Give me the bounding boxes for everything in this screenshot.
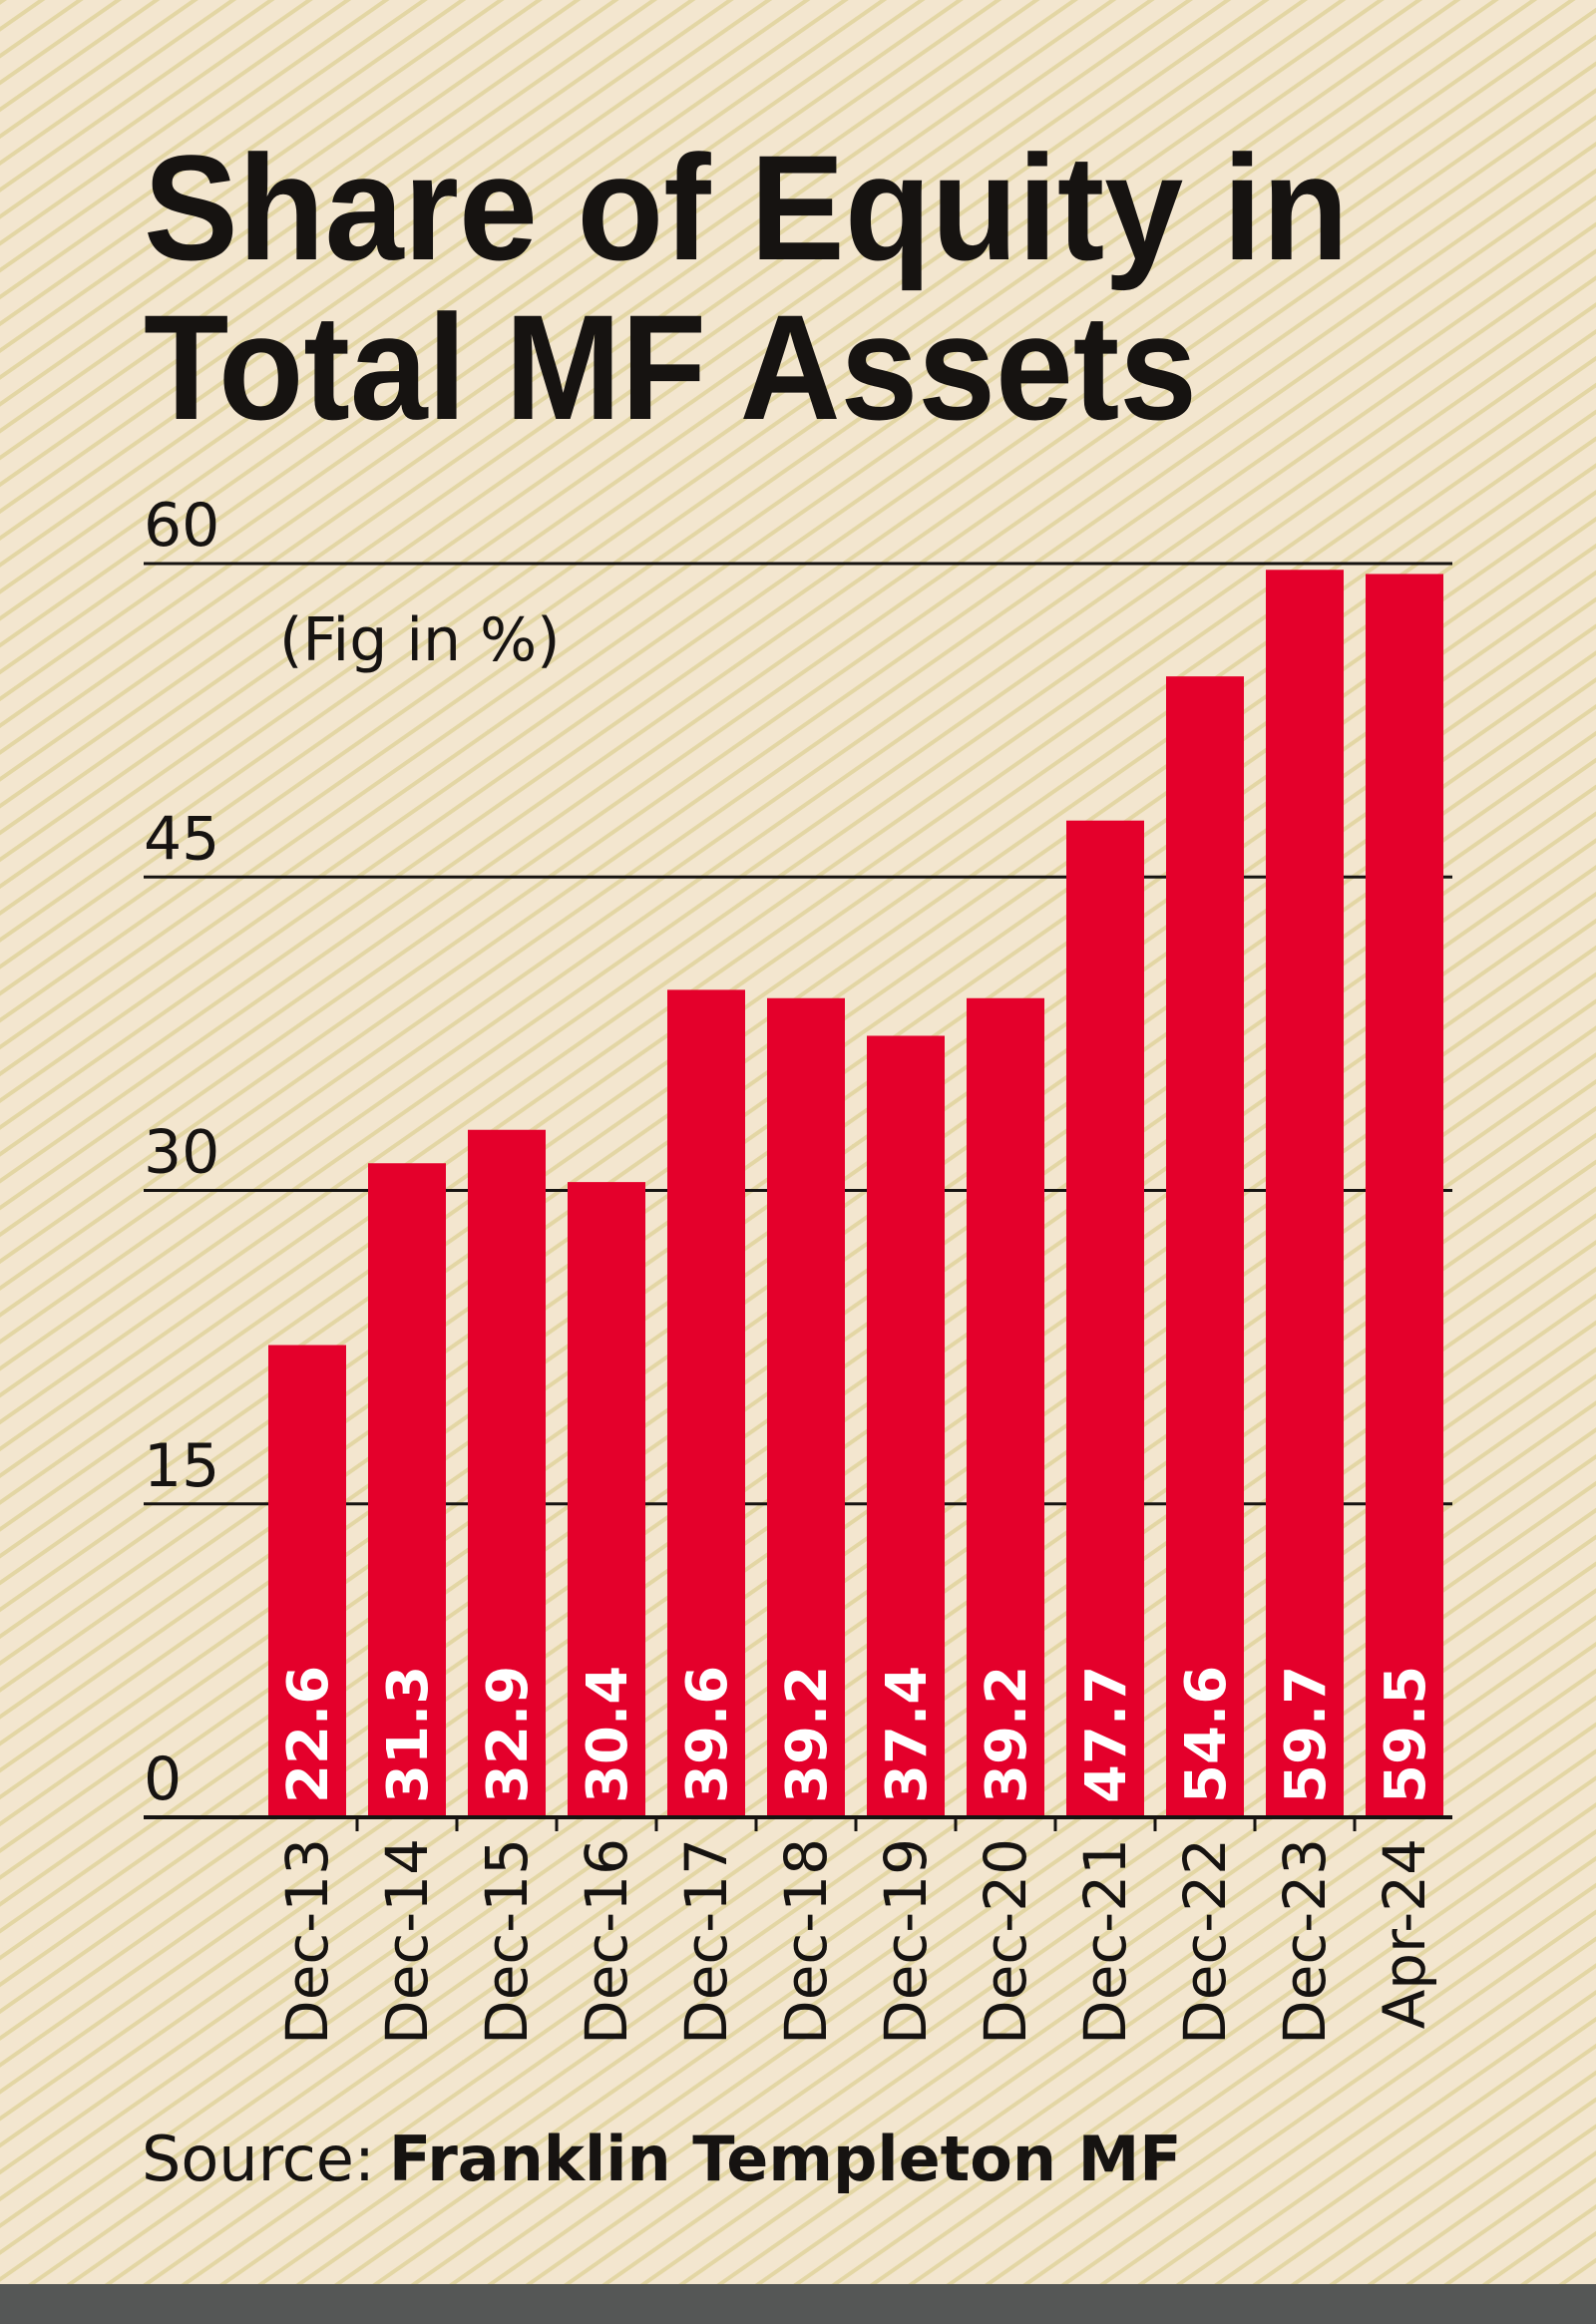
value-label: 31.3	[376, 1666, 441, 1803]
chart-title-line-2: Total MF Assets	[144, 283, 1197, 451]
x-tick-label: Dec-16	[573, 1838, 640, 2045]
y-tick-label: 60	[144, 491, 219, 561]
x-tick-label: Dec-20	[972, 1838, 1039, 2045]
x-tick-label: Dec-15	[473, 1838, 541, 2045]
chart-title-line-1: Share of Equity in	[144, 124, 1349, 291]
source: Source: Franklin Templeton MF	[142, 2123, 1182, 2195]
y-tick-label: 45	[144, 804, 219, 874]
value-label: 59.7	[1274, 1666, 1339, 1803]
x-tick-label: Dec-13	[273, 1838, 341, 2045]
bar	[1166, 676, 1244, 1817]
unit-note: (Fig in %)	[279, 605, 561, 675]
x-tick-label: Dec-17	[672, 1838, 740, 2045]
value-label: 37.4	[875, 1666, 940, 1803]
x-tick-label: Apr-24	[1371, 1838, 1438, 2029]
value-label: 39.6	[675, 1666, 740, 1803]
bar	[268, 1345, 346, 1817]
bar	[967, 997, 1044, 1817]
x-tick-label: Dec-21	[1071, 1838, 1139, 2045]
bar	[1066, 820, 1144, 1817]
y-tick-label: 0	[144, 1744, 182, 1814]
bar	[468, 1129, 546, 1817]
value-label: 47.7	[1074, 1666, 1139, 1803]
value-label: 22.6	[276, 1666, 341, 1803]
bar	[568, 1182, 645, 1817]
value-label: 30.4	[576, 1666, 640, 1803]
x-tick-label: Dec-23	[1271, 1838, 1339, 2045]
footer-strip	[0, 2284, 1596, 2324]
bar	[667, 989, 745, 1817]
value-label: 32.9	[476, 1666, 541, 1803]
bar	[1366, 574, 1443, 1817]
bar	[767, 997, 845, 1817]
x-tick-label: Dec-22	[1171, 1838, 1239, 2045]
x-tick-label: Dec-19	[872, 1838, 940, 2045]
bar	[867, 1035, 945, 1817]
value-label: 39.2	[775, 1666, 840, 1803]
source-prefix: Source:	[142, 2123, 375, 2195]
bar	[368, 1163, 446, 1817]
y-tick-label: 30	[144, 1118, 219, 1188]
y-tick-label: 15	[144, 1431, 219, 1501]
value-label: 39.2	[975, 1666, 1039, 1803]
value-label: 54.6	[1174, 1666, 1239, 1803]
x-tick-label: Dec-18	[772, 1838, 840, 2045]
x-tick-label: Dec-14	[373, 1838, 441, 2045]
value-label: 59.5	[1374, 1666, 1438, 1803]
source-name: Franklin Templeton MF	[389, 2123, 1182, 2195]
bar	[1266, 570, 1344, 1818]
